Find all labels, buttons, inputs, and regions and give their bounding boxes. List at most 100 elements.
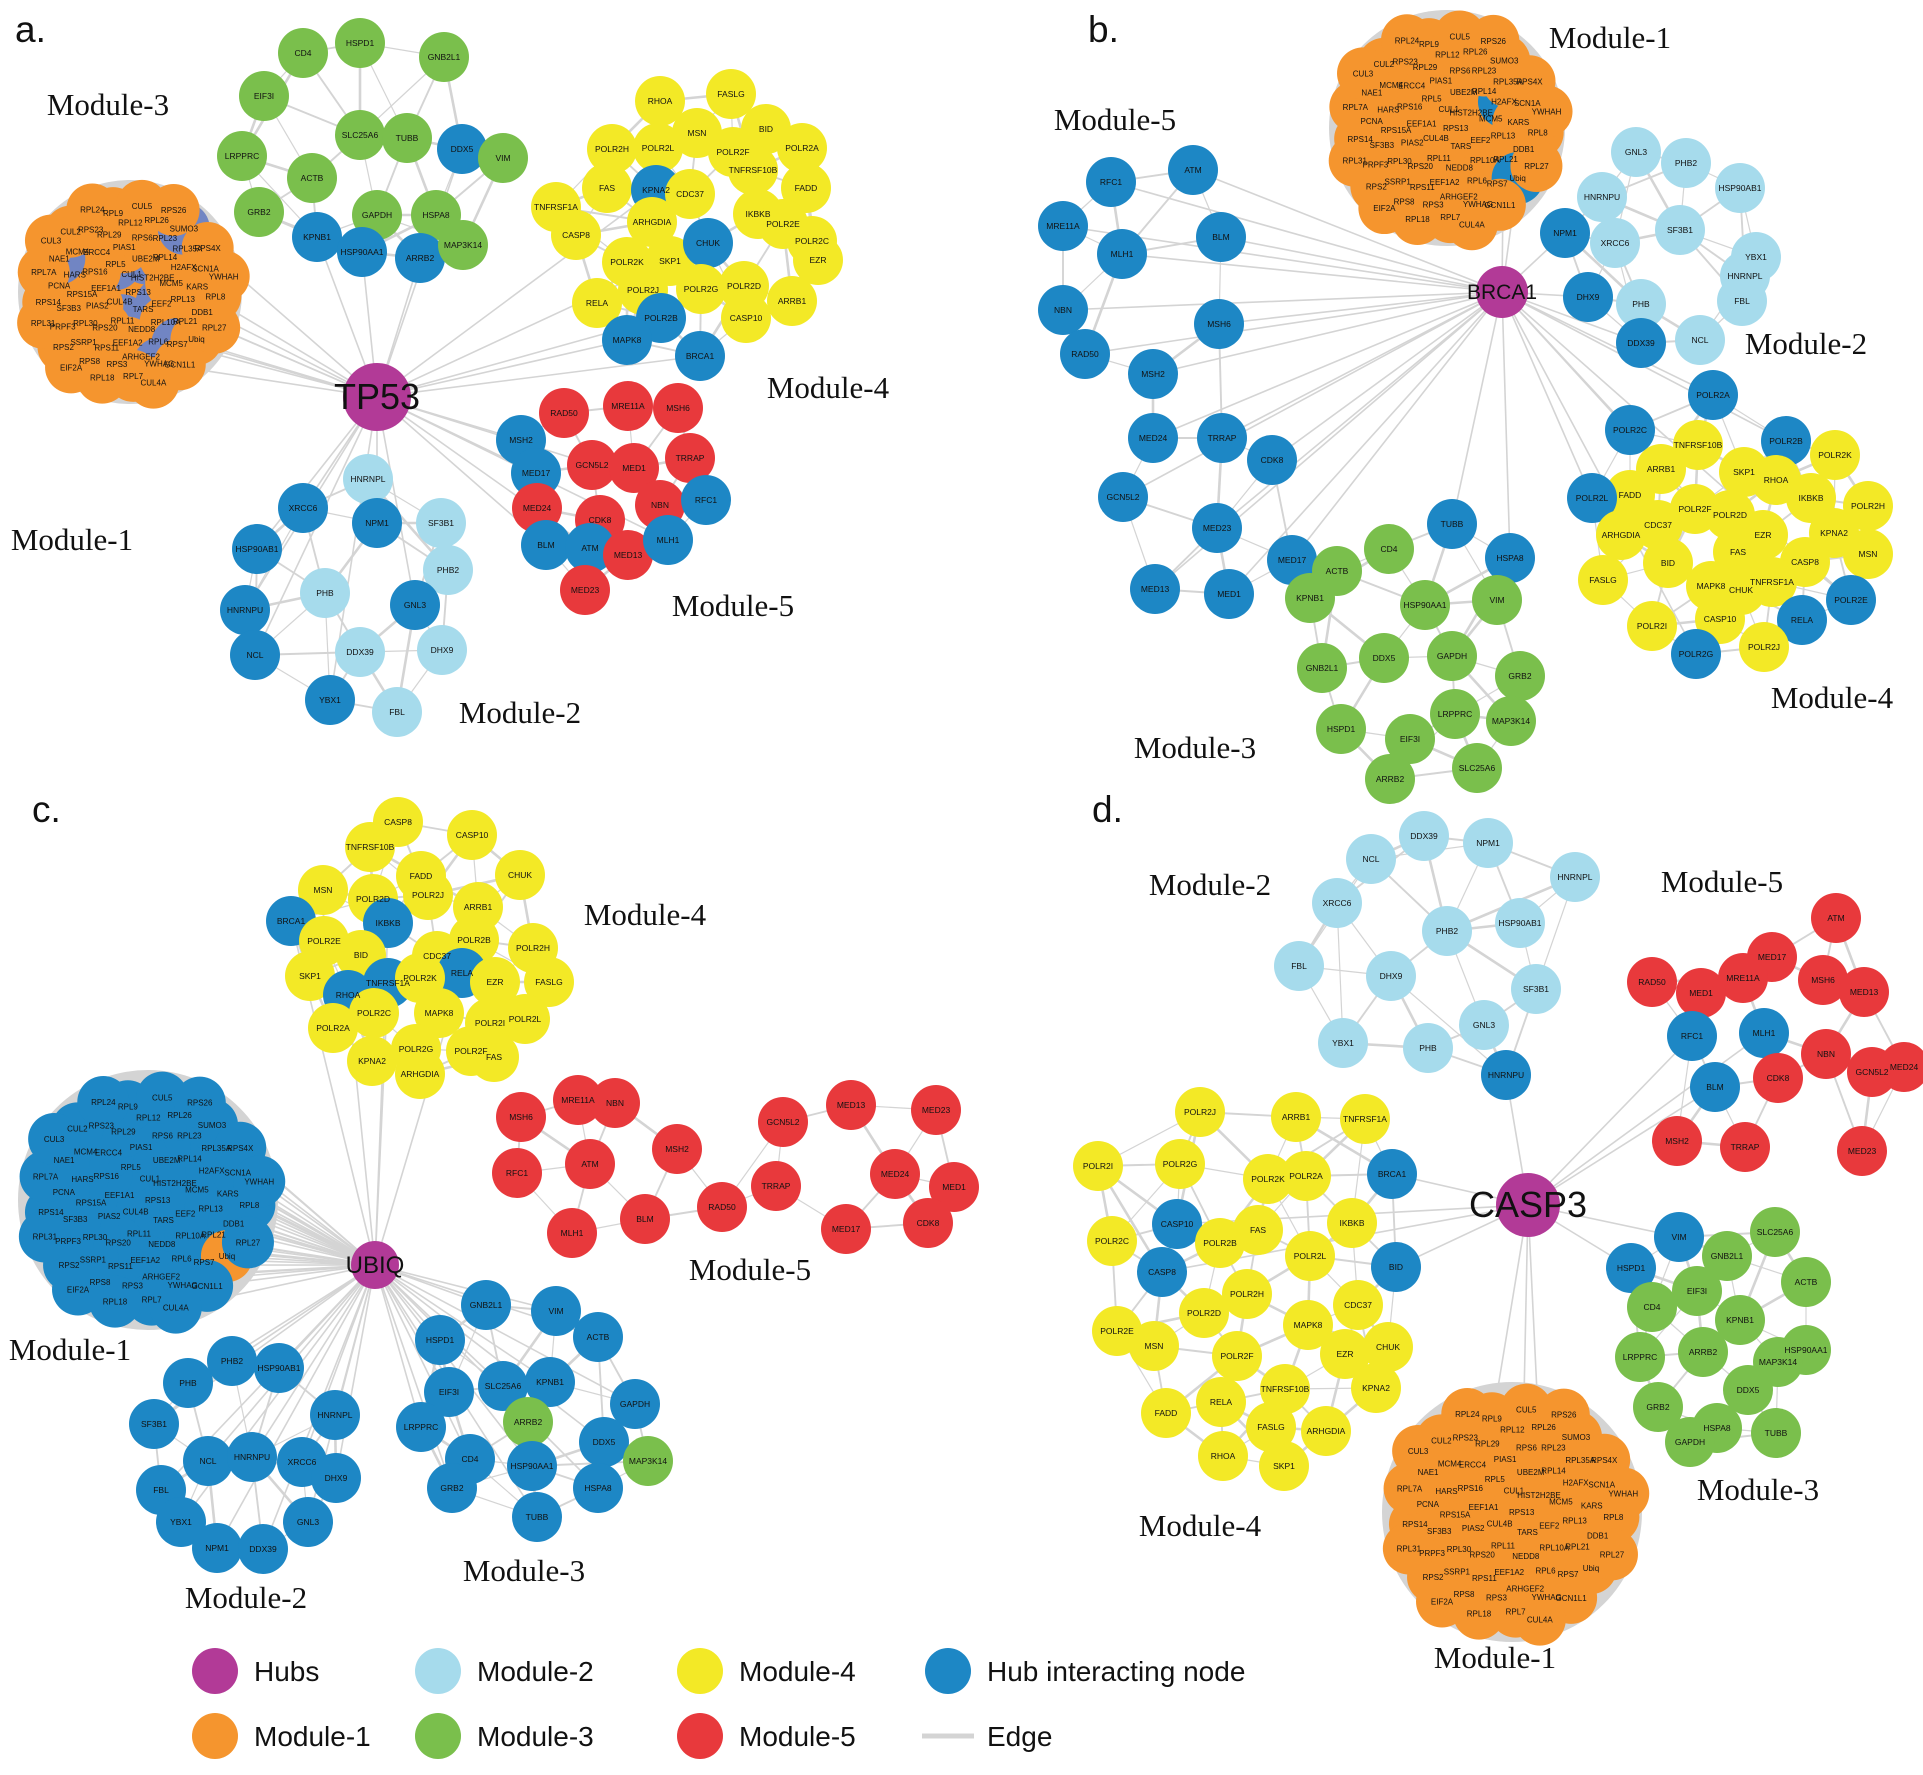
- node-TNFRSF10B[interactable]: [1673, 420, 1723, 470]
- node-HSPA8[interactable]: [1485, 533, 1535, 583]
- node-EZR[interactable]: [1320, 1329, 1370, 1379]
- node-POLR2J[interactable]: [1739, 622, 1789, 672]
- node-FAS[interactable]: [582, 163, 632, 213]
- node-RAD50[interactable]: [697, 1182, 747, 1232]
- node-HNRNPU[interactable]: [1481, 1050, 1531, 1100]
- node-VIM[interactable]: [1654, 1212, 1704, 1262]
- node-CUL4A[interactable]: [1513, 1593, 1566, 1646]
- node-CDK8[interactable]: [903, 1198, 953, 1248]
- node-PHB2[interactable]: [1661, 138, 1711, 188]
- node-HNRNPU[interactable]: [1577, 172, 1627, 222]
- node-POLR2G[interactable]: [1155, 1139, 1205, 1189]
- node-FASLG[interactable]: [706, 69, 756, 119]
- node-NBN[interactable]: [1038, 285, 1088, 335]
- node-BLM[interactable]: [1196, 212, 1246, 262]
- node-RELA[interactable]: [1196, 1377, 1246, 1427]
- node-POLR2K[interactable]: [1243, 1154, 1293, 1204]
- node-HSPD1[interactable]: [1606, 1243, 1656, 1293]
- node-MED23[interactable]: [1837, 1126, 1887, 1176]
- node-POLR2L[interactable]: [1567, 473, 1617, 523]
- node-DDX5[interactable]: [437, 124, 487, 174]
- node-SLC25A6[interactable]: [335, 110, 385, 160]
- node-GRB2[interactable]: [1633, 1382, 1683, 1432]
- node-HSPD1[interactable]: [1316, 704, 1366, 754]
- node-RELA[interactable]: [572, 278, 622, 328]
- node-ATM[interactable]: [565, 523, 615, 573]
- node-ARHGDIA[interactable]: [395, 1049, 445, 1099]
- node-HSP90AB1[interactable]: [1495, 898, 1545, 948]
- node-FASLG[interactable]: [1578, 555, 1628, 605]
- node-FAS[interactable]: [469, 1032, 519, 1082]
- node-RAD50[interactable]: [1627, 957, 1677, 1007]
- node-ACTB[interactable]: [573, 1312, 623, 1362]
- node-ATM[interactable]: [1168, 145, 1218, 195]
- node-MSH2[interactable]: [652, 1124, 702, 1174]
- node-MED17[interactable]: [821, 1204, 871, 1254]
- node-CUL3[interactable]: [24, 214, 77, 267]
- node-SKP1[interactable]: [285, 951, 335, 1001]
- node-YBX1[interactable]: [156, 1497, 206, 1547]
- node-KPNA2[interactable]: [1351, 1363, 1401, 1413]
- node-ARRB2[interactable]: [1678, 1327, 1728, 1377]
- node-SF3B1[interactable]: [129, 1399, 179, 1449]
- node-ARRB2[interactable]: [1365, 754, 1415, 804]
- node-MRE11A[interactable]: [603, 381, 653, 431]
- node-MSH6[interactable]: [653, 383, 703, 433]
- node-HNRNPL[interactable]: [1550, 852, 1600, 902]
- node-MED23[interactable]: [1192, 503, 1242, 553]
- node-HSP90AB1[interactable]: [232, 524, 282, 574]
- node-NCL[interactable]: [1346, 834, 1396, 884]
- node-KPNB1[interactable]: [1285, 573, 1335, 623]
- node-BID[interactable]: [1371, 1242, 1421, 1292]
- node-CUL3[interactable]: [28, 1112, 81, 1165]
- node-POLR2C[interactable]: [349, 988, 399, 1038]
- node-FAS[interactable]: [1233, 1205, 1283, 1255]
- node-TRRAP[interactable]: [1197, 413, 1247, 463]
- node-ARRB2[interactable]: [503, 1397, 553, 1447]
- node-DDX39[interactable]: [1616, 318, 1666, 368]
- node-HSPA8[interactable]: [573, 1463, 623, 1513]
- node-CHUK[interactable]: [495, 850, 545, 900]
- node-MSN[interactable]: [298, 865, 348, 915]
- node-TUBB[interactable]: [512, 1492, 562, 1542]
- node-MED24[interactable]: [1879, 1042, 1923, 1092]
- node-KPNB1[interactable]: [292, 212, 342, 262]
- node-POLR2C[interactable]: [1605, 405, 1655, 455]
- node-MLH1[interactable]: [1097, 229, 1147, 279]
- node-MAPK8[interactable]: [414, 988, 464, 1038]
- node-TUBB[interactable]: [1427, 499, 1477, 549]
- node-TUBB[interactable]: [382, 113, 432, 163]
- node-LRPPRC[interactable]: [1615, 1332, 1665, 1382]
- node-RAD50[interactable]: [1060, 329, 1110, 379]
- node-RHOA[interactable]: [1198, 1431, 1248, 1481]
- node-ACTB[interactable]: [287, 153, 337, 203]
- node-PHB[interactable]: [1616, 279, 1666, 329]
- node-MSN[interactable]: [1129, 1321, 1179, 1371]
- node-POLR2D[interactable]: [1179, 1288, 1229, 1338]
- node-SF3B1[interactable]: [416, 498, 466, 548]
- node-EIF3I[interactable]: [239, 71, 289, 121]
- node-GRB2[interactable]: [1495, 651, 1545, 701]
- node-MLH1[interactable]: [643, 515, 693, 565]
- node-FBL[interactable]: [1274, 941, 1324, 991]
- node-TRRAP[interactable]: [665, 433, 715, 483]
- node-TNFRSF1A[interactable]: [1747, 557, 1797, 607]
- node-POLR2J[interactable]: [403, 870, 453, 920]
- node-MLH1[interactable]: [1739, 1008, 1789, 1058]
- hub-node-BRCA1[interactable]: [1476, 266, 1528, 318]
- node-PHB2[interactable]: [207, 1336, 257, 1386]
- node-BRCA1[interactable]: [675, 331, 725, 381]
- node-FADD[interactable]: [1141, 1388, 1191, 1438]
- node-RAD50[interactable]: [539, 388, 589, 438]
- node-CD4[interactable]: [1627, 1282, 1677, 1332]
- node-CASP8[interactable]: [1137, 1247, 1187, 1297]
- node-CUL4A[interactable]: [127, 356, 180, 409]
- node-RPL31[interactable]: [17, 296, 70, 349]
- node-GRB2[interactable]: [234, 187, 284, 237]
- node-EIF3I[interactable]: [1672, 1266, 1722, 1316]
- node-GAPDH[interactable]: [1427, 631, 1477, 681]
- node-GAPDH[interactable]: [1665, 1417, 1715, 1467]
- node-MAP3K14[interactable]: [1486, 696, 1536, 746]
- node-POLR2G[interactable]: [1671, 629, 1721, 679]
- node-FADD[interactable]: [781, 163, 831, 213]
